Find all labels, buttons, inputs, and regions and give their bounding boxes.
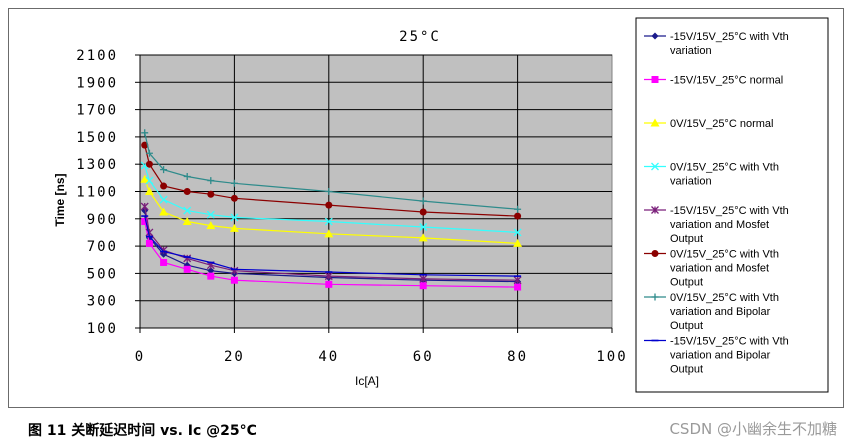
data-point-series-2	[145, 239, 153, 247]
data-point-series-3	[159, 207, 169, 216]
data-point-series-7	[514, 205, 522, 213]
y-tick-label: 1900	[76, 75, 118, 91]
legend-entry-2: -15V/15V_25°C normal	[670, 75, 783, 87]
data-point-series-7	[207, 177, 215, 185]
legend-marker	[651, 32, 659, 40]
x-tick-label: 60	[413, 349, 434, 365]
data-point-series-4	[513, 228, 522, 237]
data-point-series-5	[324, 272, 333, 281]
data-point-series-1	[207, 267, 215, 275]
legend-entry-7: 0V/15V_25°C with Vth variation and Bipola…	[670, 292, 779, 332]
data-point-series-7	[419, 197, 427, 205]
data-point-series-4	[419, 223, 428, 231]
data-point-series-2	[419, 282, 427, 290]
x-tick-label: 0	[135, 349, 145, 365]
data-point-series-7	[325, 188, 333, 195]
data-point-series-6	[230, 194, 238, 202]
legend-entry-4: 0V/15V_25°C with Vth variation	[670, 162, 779, 188]
data-point-series-5	[140, 202, 149, 211]
data-point-series-4	[159, 195, 168, 204]
legend-marker	[651, 206, 659, 214]
data-point-series-5	[513, 276, 522, 285]
data-point-series-3	[182, 217, 192, 226]
legend-marker	[651, 250, 659, 257]
y-tick-label: 100	[87, 321, 118, 337]
data-point-series-6	[325, 201, 333, 209]
data-point-series-2	[160, 258, 168, 266]
y-tick-label: 1100	[76, 185, 118, 201]
watermark: CSDN @小幽余生不加糖	[669, 420, 837, 438]
data-point-series-5	[419, 274, 428, 283]
data-point-series-2	[141, 218, 149, 226]
figure-caption: 图 11 关断延迟时间 vs. Ic @25°C	[28, 423, 257, 439]
y-tick-label: 1500	[76, 130, 118, 146]
y-tick-label: 900	[87, 212, 118, 228]
data-point-series-6	[160, 182, 168, 190]
legend-marker	[651, 293, 659, 301]
x-tick-label: 20	[224, 349, 245, 365]
data-point-series-3	[418, 233, 428, 242]
y-tick-label: 500	[87, 266, 118, 282]
legend-entry-5: -15V/15V_25°C with Vth variation and Mosf…	[670, 205, 789, 245]
legend-marker	[651, 162, 659, 171]
data-point-series-4	[183, 206, 192, 215]
data-point-series-4	[145, 176, 154, 185]
data-point-series-3	[513, 238, 523, 247]
data-point-series-7	[183, 172, 191, 180]
data-point-series-4	[206, 210, 215, 219]
data-point-series-7	[141, 129, 149, 137]
data-point-series-6	[514, 212, 522, 220]
data-point-series-3	[144, 187, 154, 195]
data-point-series-3	[324, 229, 334, 238]
x-tick-label: 100	[596, 349, 627, 365]
y-tick-label: 2100	[76, 48, 118, 64]
y-tick-label: 700	[87, 239, 118, 255]
data-point-series-4	[230, 213, 239, 222]
legend-entry-6: 0V/15V_25°C with Vth variation and Mosfet…	[670, 249, 779, 289]
y-tick-label: 300	[87, 294, 118, 310]
data-point-series-3	[140, 174, 150, 183]
data-point-series-6	[207, 190, 215, 198]
data-point-series-6	[419, 208, 427, 216]
legend-box	[635, 17, 829, 393]
data-point-series-6	[183, 188, 191, 195]
data-point-series-2	[514, 283, 522, 291]
chart-title: 25°C	[399, 29, 441, 45]
data-point-series-7	[160, 166, 168, 174]
data-point-series-2	[183, 265, 191, 273]
data-point-series-7	[230, 179, 238, 187]
data-point-series-6	[145, 160, 153, 168]
legend-marker	[651, 76, 659, 83]
y-tick-label: 1300	[76, 157, 118, 173]
data-point-series-6	[141, 141, 149, 149]
legend-entry-1: -15V/15V_25°C with Vth variation	[670, 31, 789, 57]
legend-marker	[650, 118, 660, 127]
data-point-series-2	[325, 280, 333, 288]
data-point-series-2	[207, 272, 215, 280]
y-tick-label: 1700	[76, 103, 118, 119]
legend-entry-3: 0V/15V_25°C normal	[670, 118, 773, 130]
data-point-series-3	[229, 223, 239, 232]
x-tick-label: 40	[318, 349, 339, 365]
legend-entry-8: -15V/15V_25°C with Vth variation and Bipo…	[670, 336, 789, 376]
data-point-series-3	[206, 221, 216, 230]
y-axis-label: Time [ns]	[53, 173, 67, 226]
x-axis-label: Ic[A]	[355, 374, 379, 388]
data-point-series-4	[324, 217, 333, 226]
data-point-series-7	[145, 149, 153, 157]
data-point-series-2	[230, 276, 238, 284]
x-tick-label: 80	[507, 349, 528, 365]
